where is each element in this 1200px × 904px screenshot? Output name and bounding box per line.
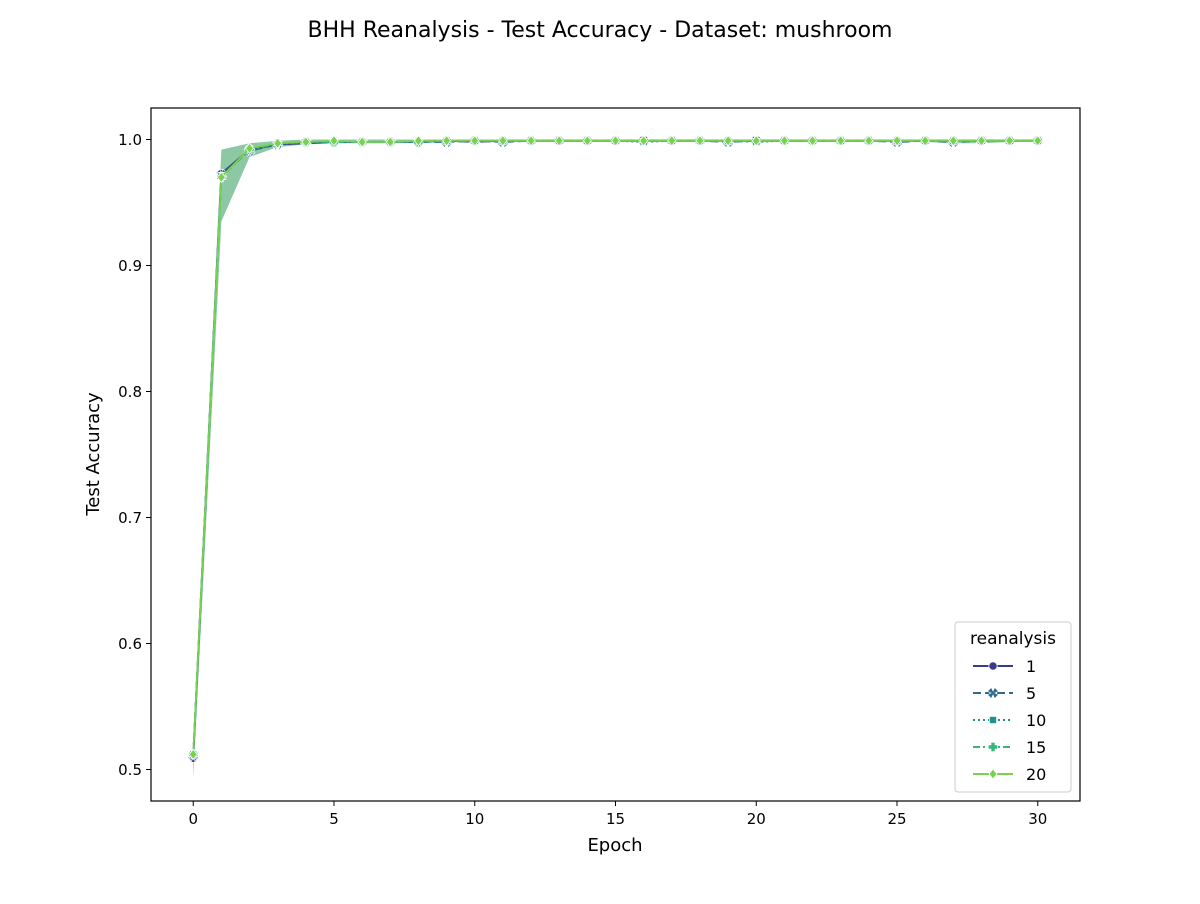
data-point-20: [836, 135, 846, 147]
data-point-20: [864, 135, 874, 147]
data-point-20: [1033, 135, 1043, 147]
legend-item-15: 15: [973, 738, 1046, 757]
data-point-20: [1005, 135, 1015, 147]
x-tick-label: 15: [606, 810, 625, 828]
confidence-band-layer: [193, 139, 1038, 779]
legend-label: 1: [1026, 657, 1036, 676]
data-point-20: [188, 748, 198, 761]
data-point-20: [385, 136, 395, 148]
y-tick-label: 1.0: [118, 131, 142, 149]
legend-marker: [988, 768, 998, 780]
data-point-20: [245, 142, 255, 154]
x-tick-label: 30: [1028, 810, 1047, 828]
data-point-20: [582, 135, 592, 147]
series-15: [188, 135, 1043, 760]
x-axis: 0 5 10 15 20 25 30: [188, 801, 1047, 828]
series-1: [188, 136, 1043, 763]
data-point-20: [779, 135, 789, 147]
legend-item-1: 1: [973, 657, 1036, 676]
legend-marker: [989, 716, 998, 725]
legend-label: 15: [1026, 738, 1046, 757]
data-point-20: [723, 135, 733, 147]
legend-label: 10: [1026, 711, 1046, 730]
legend-item-20: 20: [973, 765, 1046, 784]
series-line-1: [192, 139, 1038, 759]
data-point-20: [610, 135, 621, 147]
legend-label: 20: [1026, 765, 1046, 784]
data-point-20: [301, 136, 311, 148]
data-point-20: [273, 137, 283, 149]
x-tick-label: 5: [329, 810, 339, 828]
data-point-20: [413, 135, 423, 147]
y-tick-label: 0.7: [118, 509, 142, 527]
x-tick-label: 20: [747, 810, 766, 828]
legend-item-10: 10: [973, 711, 1046, 730]
data-point-20: [667, 135, 677, 147]
data-point-20: [808, 135, 818, 147]
data-point-20: [442, 135, 452, 147]
series-layer: [187, 134, 1044, 763]
y-tick-label: 0.9: [118, 257, 142, 275]
series-line-5: [192, 139, 1038, 756]
series-5: [187, 134, 1044, 762]
y-tick-label: 0.8: [118, 383, 142, 401]
series-20: [188, 135, 1043, 761]
x-tick-label: 0: [188, 810, 198, 828]
series-10: [189, 136, 1042, 759]
data-point-20: [329, 135, 339, 147]
legend-label: 5: [1026, 684, 1036, 703]
data-point-20: [920, 135, 930, 147]
data-point-20: [751, 135, 761, 147]
data-point-20: [498, 135, 508, 147]
legend-marker: [988, 661, 998, 671]
legend-item-5: 5: [973, 684, 1036, 703]
data-point-20: [948, 135, 958, 147]
x-tick-label: 10: [465, 810, 484, 828]
plot-frame: [150, 107, 1081, 802]
x-axis-label: Epoch: [587, 835, 642, 856]
legend-box: [954, 621, 1072, 793]
data-point-20: [526, 135, 536, 147]
data-point-20: [639, 135, 649, 147]
y-tick-label: 0.5: [118, 761, 142, 779]
legend-marker: [988, 742, 998, 752]
data-point-20: [470, 135, 480, 147]
confidence-band: [193, 139, 1038, 779]
data-point-20: [976, 135, 986, 147]
data-point-20: [216, 171, 226, 183]
data-point-20: [357, 136, 367, 148]
series-line-20: [192, 139, 1038, 755]
series-line-10: [192, 139, 1038, 755]
y-axis-label: Test Accuracy: [83, 392, 104, 517]
series-line-15: [192, 139, 1038, 755]
data-point-20: [892, 135, 902, 147]
legend-marker: [986, 686, 1000, 700]
data-point-20: [554, 135, 564, 147]
legend-title: reanalysis: [970, 629, 1056, 649]
chart-title: BHH Reanalysis - Test Accuracy - Dataset…: [308, 18, 893, 43]
x-tick-label: 25: [887, 810, 906, 828]
data-point-20: [695, 135, 705, 147]
y-axis: 0.5 0.6 0.7 0.8 0.9 1.0: [118, 131, 151, 779]
y-tick-label: 0.6: [118, 635, 142, 653]
